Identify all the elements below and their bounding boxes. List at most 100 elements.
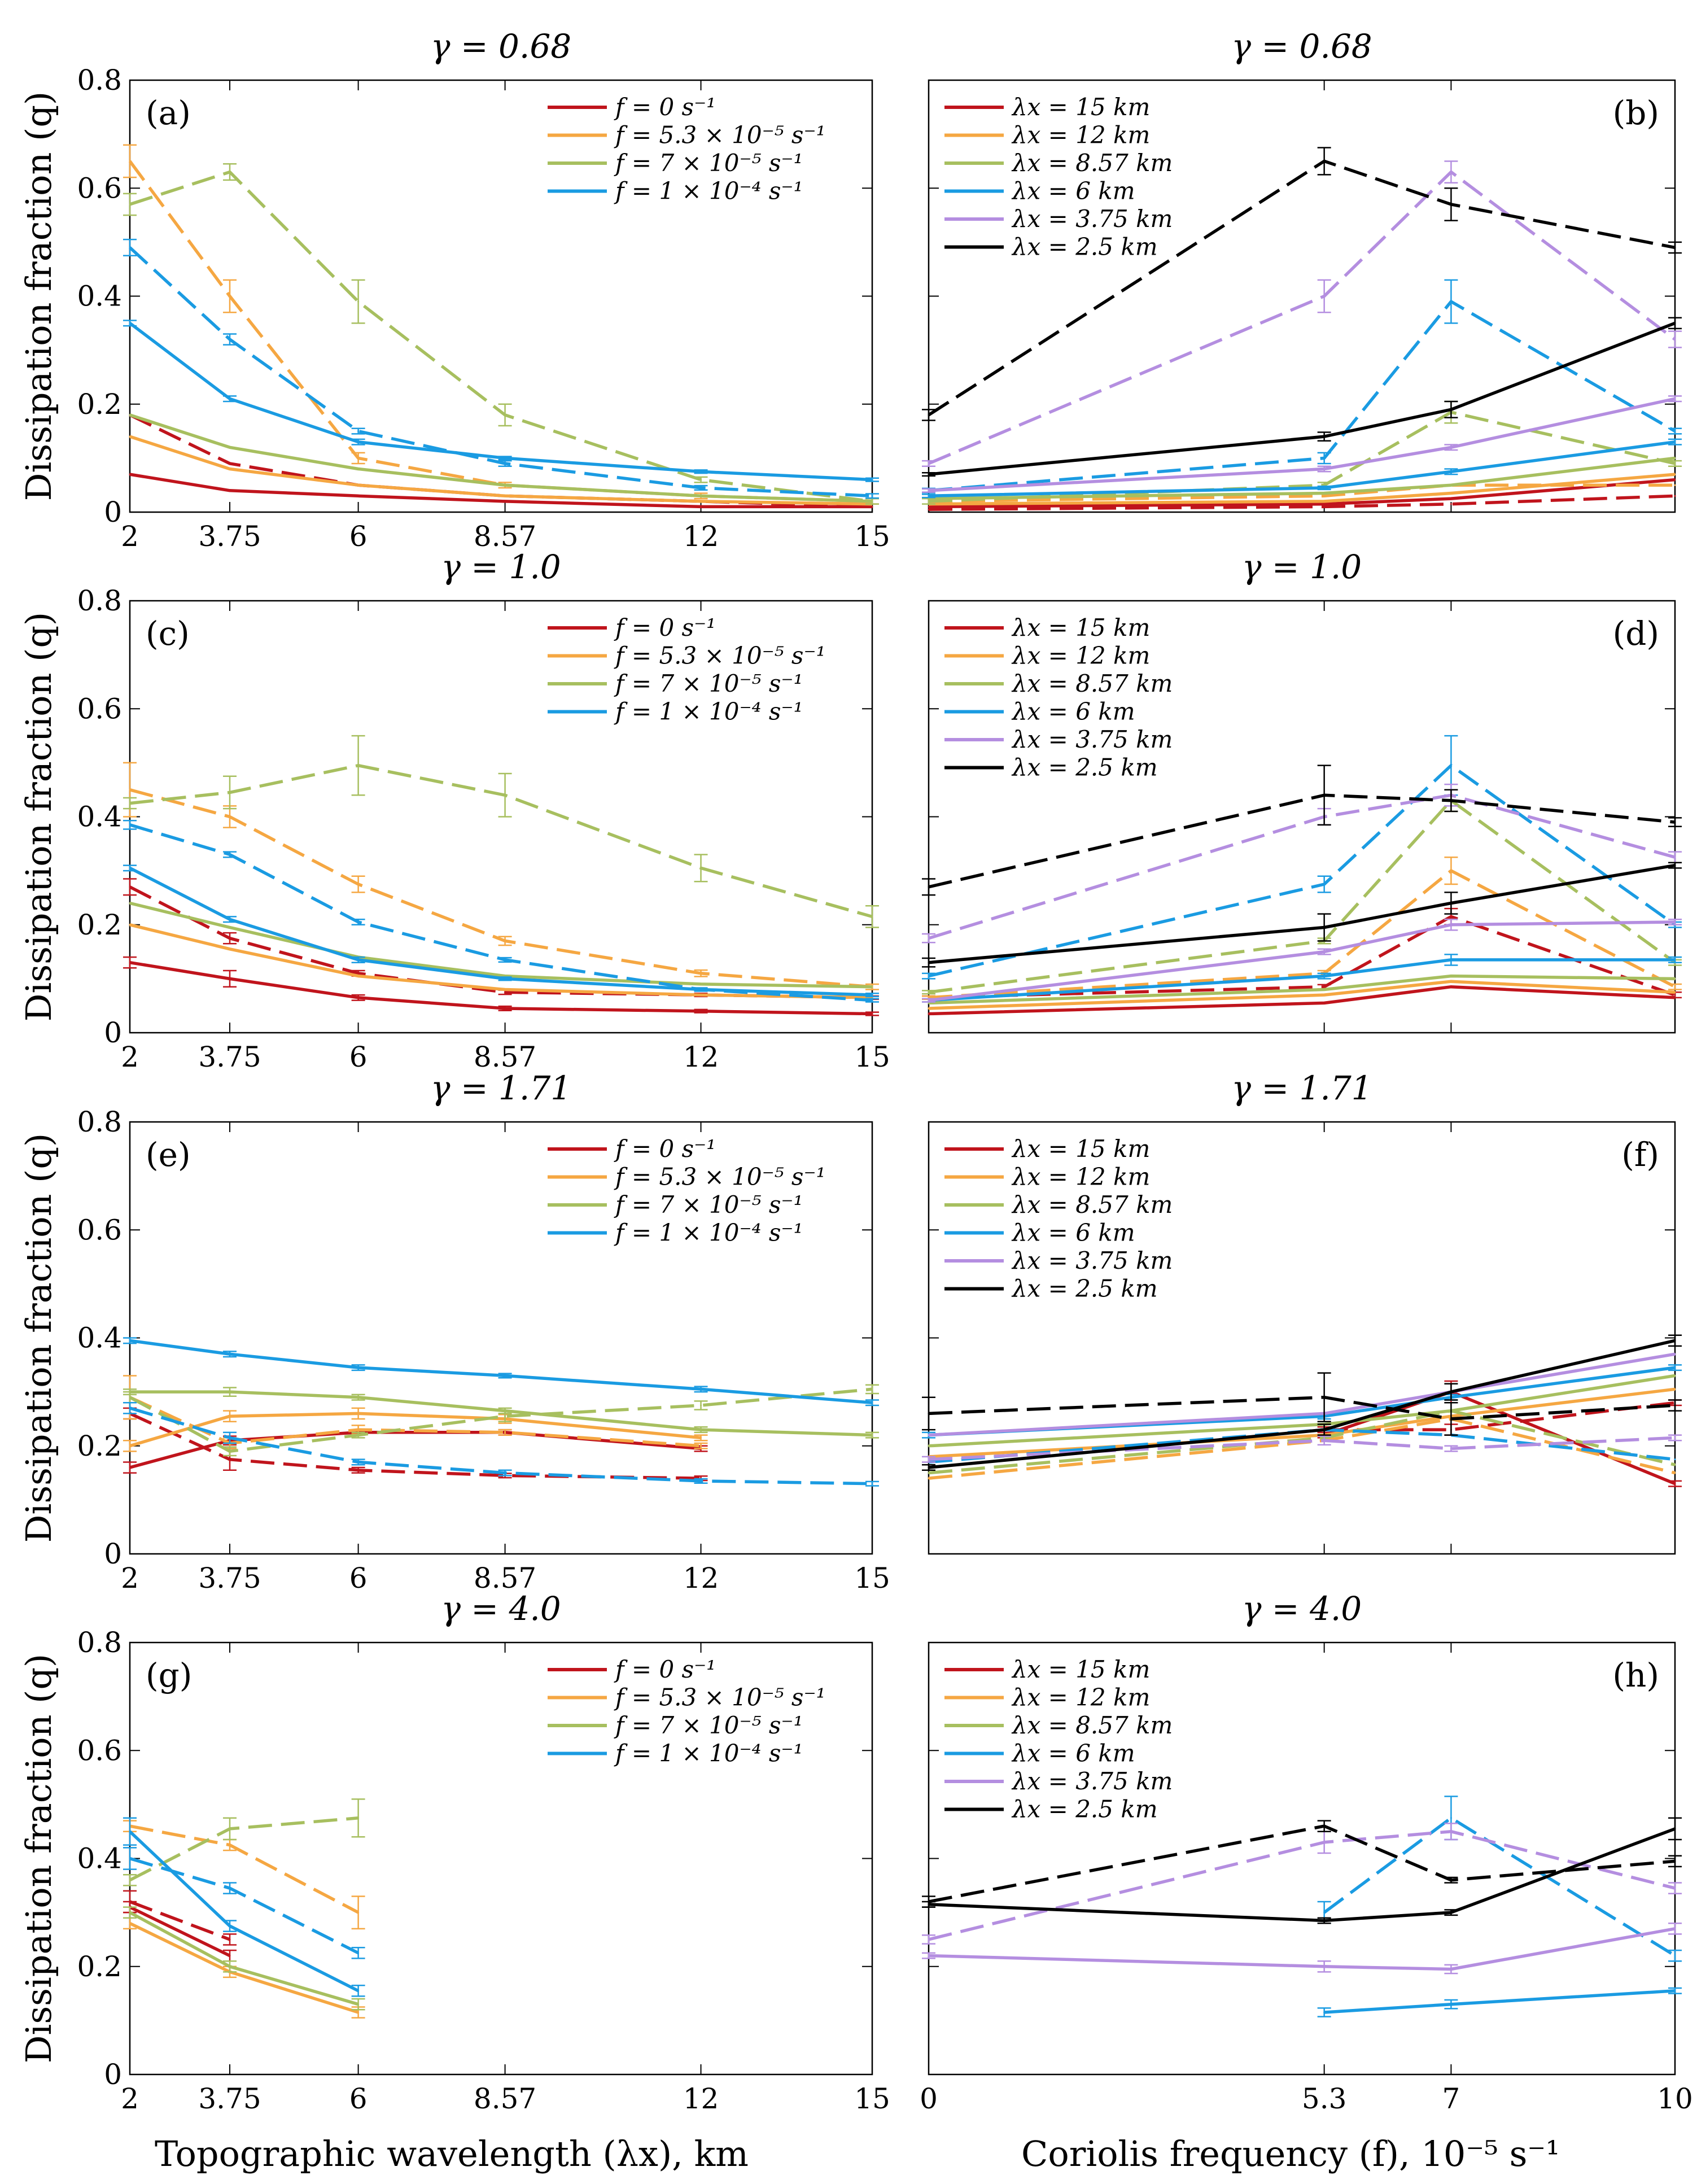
series-black-dashed (922, 765, 1682, 896)
x-tick-label: 2 (121, 1562, 139, 1595)
legend-entry: λx = 6 km (1011, 1740, 1135, 1767)
y-tick-label: 0.8 (77, 1626, 122, 1659)
panel-title: γ = 4.0 (441, 1589, 561, 1628)
series-line (928, 793, 1676, 940)
legend-entry: f = 5.3 × 10⁻⁵ s⁻¹ (614, 642, 825, 670)
data-point (700, 994, 702, 996)
series-line (928, 1827, 1676, 1923)
legend-entry: λx = 8.57 km (1011, 1711, 1173, 1739)
y-tick-label: 0.2 (77, 1950, 122, 1983)
data-point (129, 473, 131, 475)
series-green-dashed (123, 735, 879, 928)
data-point (928, 508, 930, 510)
x-tick-label: 3.75 (198, 1041, 261, 1073)
series-line (928, 1395, 1676, 1421)
series-green-dashed (123, 163, 879, 505)
series-blue-dashed (123, 1402, 879, 1487)
series-line (129, 413, 873, 503)
panel-g: γ = 4.0 0 0.2 0.4 0.6 0.8 2 3.75 6 8.57 12 15 (g) f =… (77, 1589, 890, 2115)
series-black-dashed (922, 147, 1682, 421)
data-point (1674, 457, 1676, 459)
series-purple-solid (922, 395, 1682, 493)
legend-entry: f = 5.3 × 10⁻⁵ s⁻¹ (614, 1684, 825, 1711)
series-line (928, 1829, 1676, 1941)
data-point (1323, 500, 1326, 503)
legend-entry: λx = 15 km (1011, 1656, 1150, 1683)
series-line (928, 456, 1676, 500)
data-point (357, 484, 360, 486)
series-blue-solid (922, 438, 1682, 499)
series-line (928, 1927, 1676, 1971)
x-tick-label: 3.75 (198, 2082, 261, 2115)
y-tick-label: 0.6 (77, 172, 122, 204)
legend-entry: λx = 2.5 km (1011, 1796, 1158, 1823)
series-line (129, 763, 873, 919)
series-red-solid (123, 1429, 708, 1474)
series-line (928, 440, 1676, 498)
legend-entry: f = 0 s⁻¹ (614, 1135, 716, 1163)
series-line (928, 321, 1676, 476)
y-tick-label: 0.8 (77, 1106, 122, 1138)
series-line (928, 1428, 1676, 1464)
legend-entry: f = 5.3 × 10⁻⁵ s⁻¹ (614, 121, 825, 149)
data-point (129, 414, 131, 416)
series-line (928, 1409, 1676, 1475)
data-point (928, 1013, 930, 1015)
series-line (129, 170, 873, 503)
series-line (129, 473, 872, 509)
panel-label: (b) (1613, 94, 1659, 132)
series-line (129, 246, 873, 498)
series-orange-solid (123, 1407, 708, 1452)
legend-entry: f = 1 × 10⁻⁴ s⁻¹ (614, 1740, 803, 1767)
x-tick-label: 8.57 (474, 2082, 536, 2115)
series-line (128, 160, 873, 503)
panel-title: γ = 4.0 (1242, 1589, 1362, 1628)
panel-label: (a) (146, 94, 191, 132)
x-tick-label: 12 (683, 2082, 719, 2115)
y-tick-label: 0.8 (77, 584, 122, 617)
x-tick-label: 2 (121, 520, 139, 553)
series-purple-solid (922, 918, 1682, 1003)
series-purple-dashed (922, 160, 1682, 467)
data-point (700, 505, 702, 508)
data-point (129, 924, 131, 926)
y-tick-label: 0.8 (77, 64, 122, 97)
legend-entry: λx = 6 km (1011, 177, 1135, 205)
series-line (129, 322, 873, 482)
x-tick-label: 10 (1657, 2082, 1693, 2115)
series-line (129, 1431, 701, 1469)
legend-entry: λx = 2.5 km (1011, 233, 1158, 261)
legend-entry: f = 0 s⁻¹ (614, 93, 716, 121)
legend-entry: λx = 15 km (1011, 1135, 1150, 1163)
x-tick-label: 2 (121, 2082, 139, 2115)
y-tick-label: 0 (104, 2058, 122, 2091)
panel-label: (d) (1613, 614, 1659, 653)
series-line (129, 1407, 873, 1486)
y-tick-label: 0.2 (77, 908, 122, 941)
panel-title: γ = 1.0 (1242, 548, 1362, 586)
series-green-dashed (123, 1384, 879, 1457)
series-line (928, 863, 1676, 964)
series-blue-dashed (123, 1847, 365, 1959)
series-line (928, 397, 1676, 492)
y-tick-label: 0.6 (77, 692, 122, 725)
left-x-axis-label: Topographic wavelength (λx), km (155, 2133, 749, 2174)
y-axis-label: Dissipation fraction (q) (18, 1133, 59, 1543)
series-line (129, 1830, 359, 1993)
legend-entry: f = 1 × 10⁻⁴ s⁻¹ (614, 177, 803, 205)
series-line (928, 1824, 1676, 1903)
data-point (1674, 473, 1676, 475)
legend-entry: f = 5.3 × 10⁻⁵ s⁻¹ (614, 1163, 825, 1191)
series-line (928, 799, 1676, 994)
y-tick-label: 0.6 (77, 1734, 122, 1767)
series-line (129, 1816, 358, 1882)
data-point (504, 484, 506, 486)
panel-title: γ = 0.68 (431, 27, 571, 65)
series-line (928, 1352, 1676, 1437)
panel-label: (e) (146, 1135, 191, 1174)
legend-entry: λx = 6 km (1011, 698, 1135, 726)
